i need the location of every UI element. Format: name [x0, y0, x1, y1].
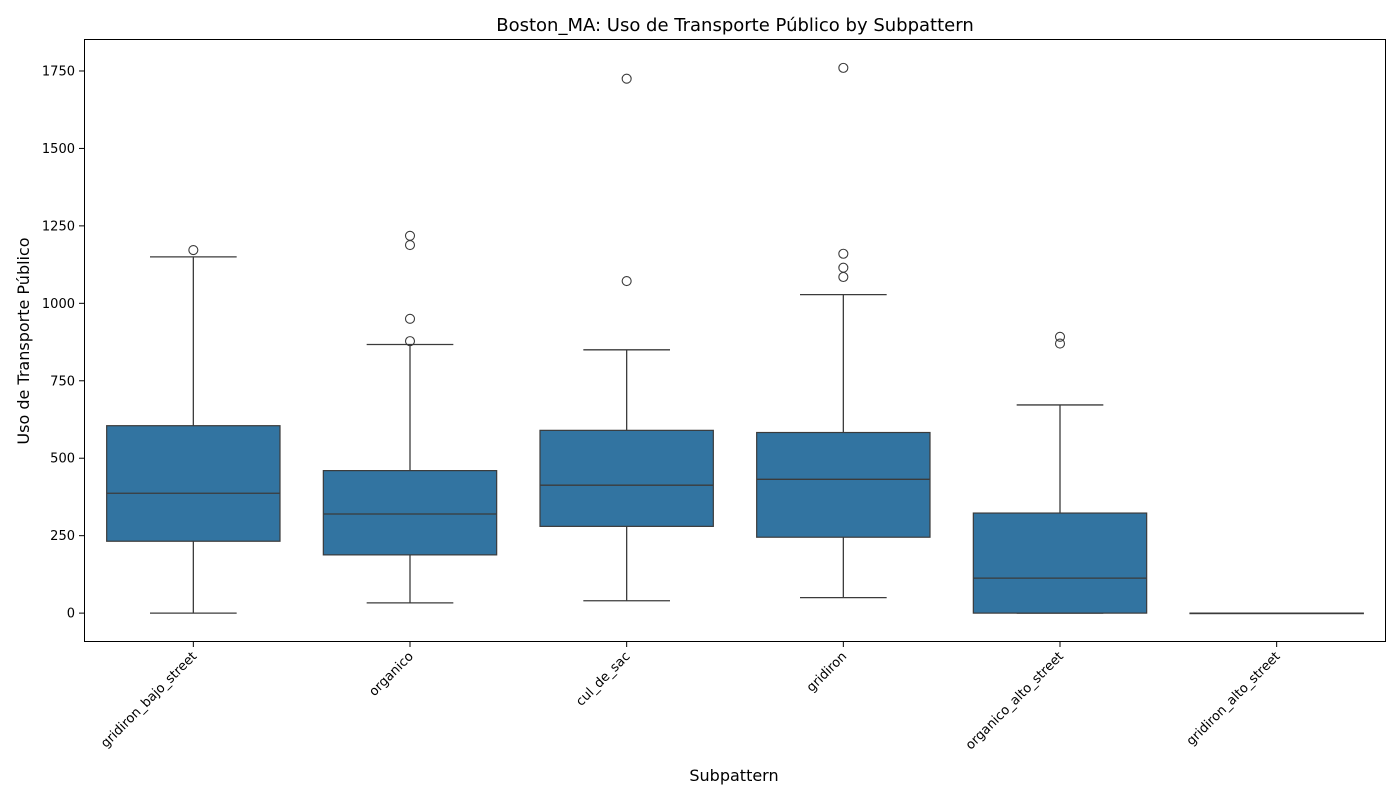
box-group-organico_alto_street: [972, 331, 1148, 614]
y-tick-label: 1250: [42, 219, 75, 234]
outlier-point: [838, 271, 849, 283]
box-group-cul_de_sac: [539, 73, 714, 602]
box-iqr: [756, 431, 931, 538]
x-tick-label: gridiron: [804, 649, 850, 695]
y-tick-label: 1000: [42, 297, 75, 312]
outlier-point: [404, 336, 416, 347]
outlier-point: [404, 313, 416, 324]
y-tick-label: 250: [50, 529, 75, 544]
y-tick-label: 1750: [42, 64, 75, 79]
y-tick-label: 0: [67, 607, 75, 622]
y-tick-label: 500: [50, 452, 75, 467]
x-tick-label: gridiron_alto_street: [1184, 649, 1284, 749]
y-axis-label: Uso de Transporte Público: [14, 237, 33, 444]
x-tick-label: gridiron_bajo_street: [98, 649, 200, 751]
box-group-gridiron_bajo_street: [106, 244, 281, 614]
x-axis-label: Subpattern: [689, 766, 778, 785]
y-tick-label: 1500: [42, 142, 75, 157]
box-iqr: [539, 429, 714, 527]
outlier-point: [1054, 331, 1066, 342]
outlier-point: [621, 73, 632, 84]
outlier-point: [838, 62, 849, 73]
x-tick-label: organico: [366, 649, 416, 699]
box-group-organico: [322, 230, 498, 604]
box-iqr: [106, 425, 281, 542]
box-group-gridiron: [756, 62, 931, 599]
y-tick-label: 750: [50, 374, 75, 389]
box-iqr: [972, 512, 1148, 614]
x-tick-label: organico_alto_street: [963, 649, 1067, 753]
plot-area: [106, 62, 1364, 615]
outlier-point: [404, 240, 416, 251]
plot-frame: [84, 39, 1386, 642]
box-group-gridiron_alto_street: [1189, 612, 1364, 615]
chart-title: Boston_MA: Uso de Transporte Público by …: [496, 15, 974, 36]
x-tick-label: cul_de_sac: [573, 649, 633, 709]
outlier-point: [838, 248, 849, 259]
outlier-point: [1054, 338, 1066, 349]
outlier-point: [621, 275, 632, 287]
outlier-point: [188, 244, 199, 256]
outlier-point: [838, 262, 849, 273]
outlier-point: [404, 230, 416, 241]
box-iqr: [322, 470, 498, 556]
